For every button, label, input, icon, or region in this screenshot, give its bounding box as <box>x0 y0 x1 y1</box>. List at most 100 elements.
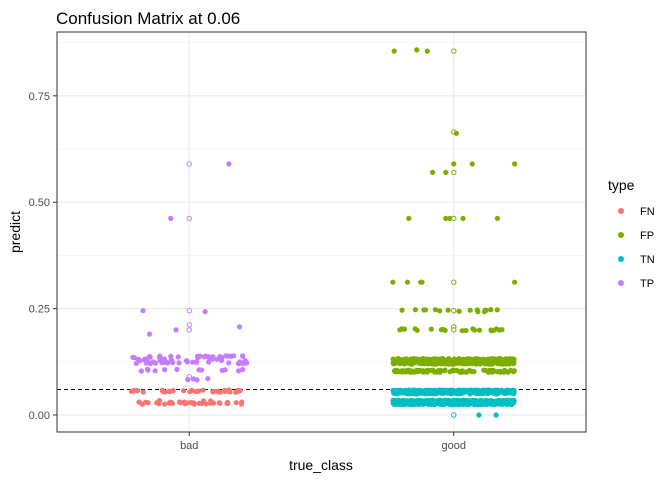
point-fn <box>162 401 168 407</box>
point-fp <box>402 361 408 367</box>
point-tp <box>185 377 191 383</box>
point-fp <box>428 326 434 332</box>
point-fn <box>131 387 137 393</box>
point-fn <box>233 389 239 395</box>
point-tn <box>494 401 500 407</box>
point-fp <box>409 361 415 367</box>
point-fp <box>487 361 494 367</box>
y-axis-title: predict <box>7 211 23 253</box>
point-tp <box>176 360 182 366</box>
point-fp <box>451 327 457 333</box>
point-tp <box>147 331 153 337</box>
point-fp <box>399 307 405 313</box>
point-tn <box>475 401 481 407</box>
point-fp <box>459 328 465 334</box>
legend-label-tn: TN <box>640 254 655 266</box>
point-fn <box>238 401 245 407</box>
point-fp <box>470 368 476 375</box>
point-fp <box>506 361 513 367</box>
point-tp <box>244 360 250 366</box>
point-tn <box>395 390 401 396</box>
point-tp <box>137 358 143 364</box>
point-fn <box>166 388 172 394</box>
point-tp <box>236 324 243 330</box>
chart-title: Confusion Matrix at 0.06 <box>56 9 240 28</box>
legend-key-fn <box>618 208 624 214</box>
legend-label-fn: FN <box>640 206 655 218</box>
point-fp <box>481 367 487 373</box>
point-fp <box>434 369 440 375</box>
point-tp <box>186 215 193 222</box>
point-fp <box>488 307 494 313</box>
point-tn <box>400 400 407 406</box>
point-tn <box>511 391 517 397</box>
point-fp <box>465 360 471 367</box>
point-tn <box>486 400 492 406</box>
legend-label-tp: TP <box>640 278 654 290</box>
point-fp <box>497 359 503 365</box>
point-fp <box>414 327 420 333</box>
point-fp <box>432 307 438 313</box>
point-fp <box>494 307 500 313</box>
point-fp <box>456 356 462 362</box>
point-tp <box>205 354 212 360</box>
point-tp <box>168 215 174 221</box>
plot-panel-border <box>56 31 587 433</box>
point-tp <box>214 356 220 362</box>
point-fn <box>188 399 194 406</box>
point-fp <box>476 360 482 366</box>
point-tn <box>406 400 412 406</box>
point-fn <box>181 388 187 394</box>
point-tp <box>162 367 168 373</box>
point-fp <box>467 307 473 313</box>
point-tn <box>469 390 475 396</box>
point-tp <box>223 353 229 359</box>
x-tick-label: bad <box>180 440 198 452</box>
legend-key-tn <box>618 256 624 262</box>
point-tp <box>175 354 181 360</box>
point-tn <box>487 389 493 395</box>
point-fp <box>469 360 475 366</box>
point-fp <box>501 369 507 375</box>
point-fp <box>459 369 465 375</box>
point-fp <box>476 327 483 333</box>
point-tp <box>145 359 151 365</box>
point-tn <box>422 399 428 405</box>
point-tp <box>199 367 205 373</box>
point-tn <box>445 389 451 395</box>
point-tn <box>451 401 457 407</box>
point-tp <box>240 353 246 359</box>
point-tp <box>194 359 200 365</box>
x-tick-label: good <box>442 440 466 452</box>
y-axis: 0.00 0.25 0.50 0.75 <box>29 91 57 422</box>
x-axis: bad good <box>180 432 466 452</box>
point-tn <box>476 412 482 418</box>
point-fp <box>511 368 517 374</box>
point-tp <box>202 309 208 315</box>
point-tn <box>411 401 417 407</box>
point-tp <box>138 368 144 374</box>
point-fp <box>460 215 466 221</box>
point-fp <box>450 361 456 367</box>
point-tn <box>406 391 412 397</box>
point-tp <box>186 161 193 167</box>
legend-key-tp <box>618 280 624 286</box>
point-fp <box>390 279 396 285</box>
point-fp <box>451 161 457 167</box>
point-tp <box>206 359 212 365</box>
point-fp <box>426 361 432 367</box>
point-fp <box>404 279 411 285</box>
point-tp <box>152 368 158 374</box>
point-tp <box>219 367 225 373</box>
x-axis-title: true_class <box>289 457 353 473</box>
point-fp <box>438 360 444 367</box>
point-fn <box>217 400 223 406</box>
point-fp <box>391 48 397 54</box>
point-fp <box>486 368 492 374</box>
point-tp <box>219 357 225 364</box>
point-tp <box>130 354 136 360</box>
point-tn <box>451 412 457 418</box>
point-tn <box>412 390 418 396</box>
point-tn <box>506 400 512 407</box>
point-fp <box>494 215 500 221</box>
